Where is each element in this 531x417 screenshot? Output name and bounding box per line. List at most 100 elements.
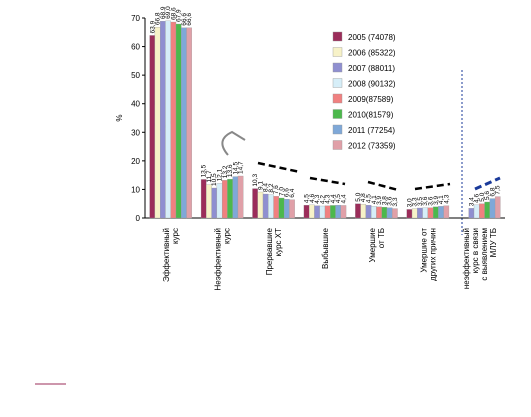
value-label: 68,9 <box>160 6 167 19</box>
value-label: 6,6 <box>284 188 291 197</box>
bar <box>237 175 244 219</box>
bar <box>186 27 192 219</box>
y-tick-label: 50 <box>131 71 140 80</box>
value-label: 5,6 <box>484 191 491 200</box>
value-label: 4,2 <box>319 195 326 204</box>
y-axis-label: % <box>115 114 124 121</box>
y-tick-label: 40 <box>131 100 140 109</box>
bar <box>252 188 258 219</box>
y-tick-label: 30 <box>131 128 140 137</box>
value-label: 4,5 <box>304 194 311 203</box>
bar <box>386 207 393 219</box>
value-label: 69,0 <box>165 6 172 19</box>
x-tick-label: неэффективныйкурс в связис выявлениемМЛУ… <box>462 228 498 289</box>
value-label: 7,0 <box>278 187 285 196</box>
value-label: 8,4 <box>263 183 270 192</box>
legend-label: 2007 (88011) <box>348 64 395 73</box>
bar <box>181 27 187 219</box>
value-label: 4,3 <box>325 194 332 203</box>
bar <box>257 191 264 219</box>
value-label: 3,9 <box>433 195 440 204</box>
value-label: 3,4 <box>468 197 475 206</box>
bar <box>262 193 269 219</box>
legend-label: 2005 (74078) <box>348 33 396 42</box>
y-tick-label: 60 <box>131 43 140 52</box>
value-label: 5,0 <box>479 192 486 201</box>
bar <box>206 184 212 219</box>
value-label: 13,2 <box>222 165 229 178</box>
value-label: 4,6 <box>474 193 481 202</box>
y-tick-label: 0 <box>136 214 141 223</box>
bar <box>340 205 347 219</box>
bar <box>268 194 274 219</box>
x-tick-label: Умершиеот ТБ <box>368 227 386 262</box>
bar <box>479 203 485 219</box>
bar <box>432 206 439 219</box>
bar <box>484 201 490 219</box>
bar <box>494 196 501 219</box>
bar <box>324 205 331 219</box>
bar <box>355 203 361 219</box>
bar <box>422 207 429 219</box>
value-label: 66,8 <box>155 12 162 25</box>
value-label: 63,9 <box>149 20 156 33</box>
value-label: 14,7 <box>238 161 245 174</box>
bar <box>211 187 218 219</box>
bar <box>489 198 496 219</box>
value-label: 4,3 <box>314 194 321 203</box>
value-label: 6,8 <box>489 187 496 196</box>
legend-swatch <box>332 62 343 73</box>
value-label: 7,5 <box>495 185 502 194</box>
value-label: 9,1 <box>257 181 264 190</box>
bar <box>278 197 285 219</box>
y-tick-label: 20 <box>131 157 140 166</box>
bar <box>365 204 372 219</box>
bar <box>165 20 171 219</box>
value-label: 4,4 <box>340 194 347 203</box>
bar <box>443 205 450 219</box>
legend-swatch <box>332 47 343 57</box>
value-label: 4,8 <box>360 193 367 202</box>
x-tick-label: Выбывшие <box>321 227 330 269</box>
trend-arrow <box>414 182 451 191</box>
bar <box>335 204 341 219</box>
value-label: 3,9 <box>376 195 383 204</box>
value-label: 5,0 <box>355 192 362 201</box>
bar <box>330 205 336 219</box>
bar <box>309 204 315 219</box>
legend-label: 2010(81579) <box>348 111 394 120</box>
legend-label: 2006 (85322) <box>348 49 396 58</box>
legend-swatch <box>332 109 343 119</box>
bar <box>149 35 156 219</box>
legend-swatch <box>332 140 343 150</box>
trend-arrow <box>367 180 399 192</box>
value-label: 4,1 <box>371 195 378 204</box>
value-label: 3,6 <box>427 196 434 205</box>
value-label: 13,6 <box>227 164 234 177</box>
bar <box>411 208 418 219</box>
value-label: 4,6 <box>309 193 316 202</box>
y-tick-label: 70 <box>131 14 140 23</box>
bar <box>427 207 434 219</box>
curved-arrow <box>221 130 246 156</box>
bar <box>221 180 228 219</box>
bar <box>273 196 279 219</box>
legend-label: 2011 (77254) <box>348 126 395 135</box>
legend-swatch <box>332 31 343 42</box>
value-label: 4,1 <box>438 195 445 204</box>
legend-swatch <box>332 124 343 135</box>
bar <box>227 178 233 219</box>
bar <box>303 204 310 219</box>
bar <box>473 204 480 219</box>
value-label: 8,2 <box>268 183 275 192</box>
value-label: 3,6 <box>387 196 394 205</box>
value-label: 10,3 <box>252 174 259 187</box>
y-tick-label: 10 <box>131 185 140 194</box>
bar <box>232 176 239 219</box>
bar <box>314 205 320 219</box>
legend-box <box>329 28 444 158</box>
bar <box>160 20 166 219</box>
value-label: 3,3 <box>412 197 419 206</box>
trend-arrow <box>309 176 346 186</box>
